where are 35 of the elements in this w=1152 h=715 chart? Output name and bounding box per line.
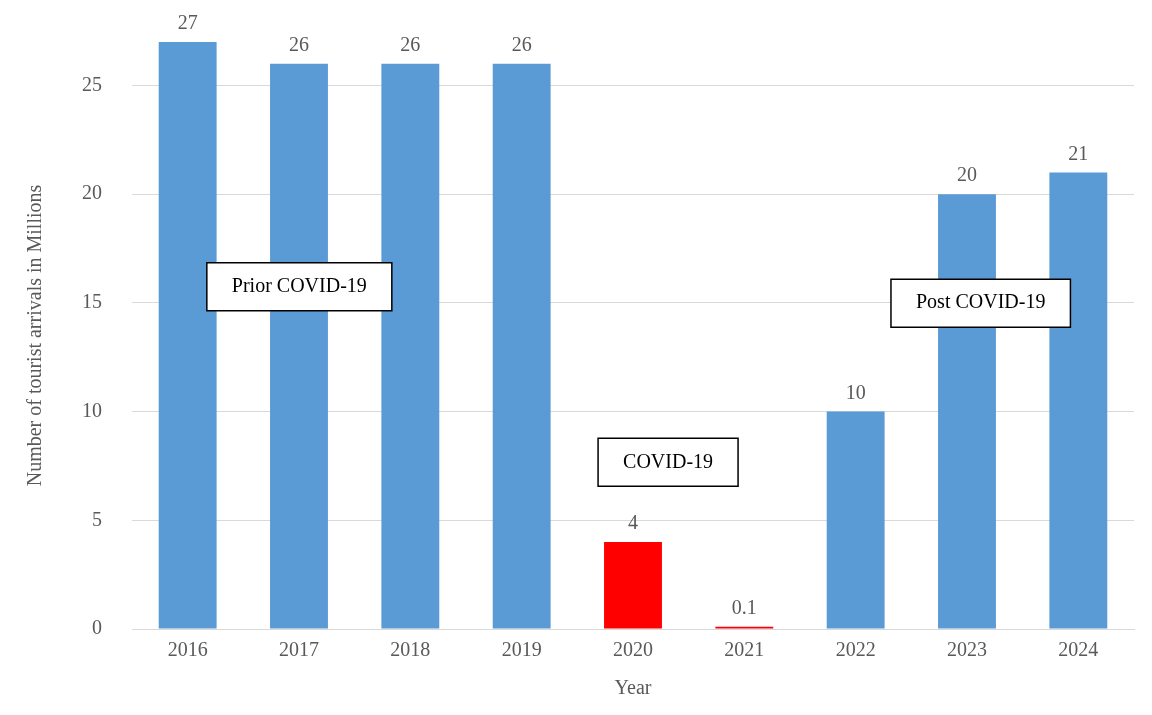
data-label: 26 [400,32,421,55]
bar [826,411,885,629]
x-tick-label: 2024 [1058,638,1099,661]
x-tick-label: 2018 [390,638,431,661]
data-label: 10 [845,380,866,403]
data-label: 26 [289,32,309,55]
bar [158,42,217,629]
data-label: 26 [511,32,532,55]
x-tick-label: 2022 [835,638,876,661]
y-tick-label: 0 [92,616,102,639]
data-label: 21 [1068,141,1089,164]
bar [1049,172,1108,629]
data-label: 20 [957,163,977,186]
annotation: COVID-19 [623,449,714,472]
x-tick-label: 2016 [167,638,208,661]
x-tick-label: 2021 [724,638,765,661]
bar [492,63,551,629]
annotation: Prior COVID-19 [231,274,367,297]
data-label: 4 [628,511,638,534]
bar [381,63,440,629]
y-tick-label: 15 [82,290,102,313]
x-axis-title: Year [614,676,652,699]
y-axis-title: Number of tourist arrivals in Millions [23,184,46,487]
bar [604,542,662,629]
y-tick-label: 20 [82,181,102,204]
y-tick-label: 10 [82,398,102,421]
y-tick-label: 5 [92,507,102,530]
y-tick-label: 25 [82,72,102,95]
x-tick-label: 2017 [279,638,319,661]
x-tick-label: 2023 [947,638,987,661]
x-tick-label: 2020 [613,638,653,661]
data-label: 0.1 [731,596,757,619]
x-tick-label: 2019 [501,638,542,661]
data-label: 27 [177,11,198,34]
annotation: Post COVID-19 [915,290,1046,313]
